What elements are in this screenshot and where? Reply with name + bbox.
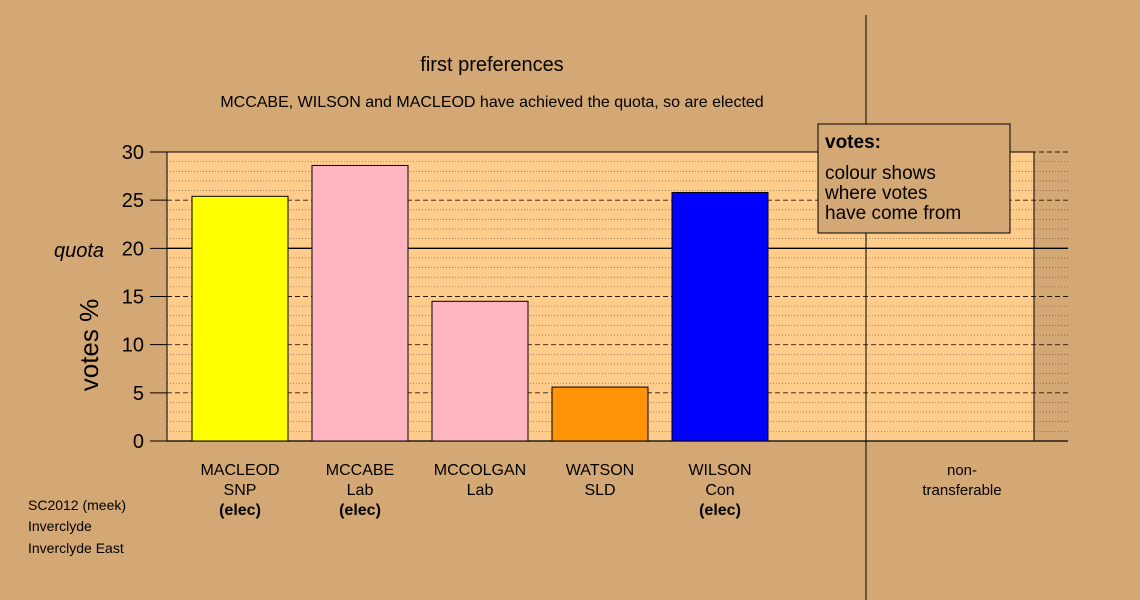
legend-box xyxy=(817,123,1011,234)
y-tick-label: 0 xyxy=(133,431,144,453)
footer-council: Inverclyde xyxy=(28,518,92,534)
candidate-name: MACLEOD xyxy=(200,462,279,479)
bars xyxy=(191,164,769,442)
candidate-party: SLD xyxy=(584,482,615,499)
y-tick-label: 30 xyxy=(122,142,144,164)
nontransferable-label: transferable xyxy=(922,482,1001,499)
legend-line: where votes xyxy=(824,183,927,204)
bar xyxy=(431,300,529,442)
candidate-party: Con xyxy=(705,482,734,499)
elected-label: (elec) xyxy=(219,502,261,519)
bar xyxy=(191,195,289,442)
elected-label: (elec) xyxy=(339,502,381,519)
y-axis: 0 5 10 15 20 25 30 xyxy=(122,142,167,453)
candidate-name: MCCOLGAN xyxy=(434,462,526,479)
footer-election: SC2012 (meek) xyxy=(28,497,126,513)
chart-title: first preferences xyxy=(420,54,563,76)
legend-line: colour shows xyxy=(825,163,936,184)
legend-line: have come from xyxy=(825,203,961,224)
quota-label: quota xyxy=(54,240,104,262)
candidate-name: WILSON xyxy=(688,462,751,479)
candidate-name: MCCABE xyxy=(326,462,394,479)
y-tick-label: 10 xyxy=(122,335,144,357)
footer-ward: Inverclyde East xyxy=(28,540,124,556)
legend: votes: colour shows where votes have com… xyxy=(817,123,1011,234)
bar xyxy=(551,386,649,442)
candidate-name: WATSON xyxy=(566,462,634,479)
y-tick-label: 25 xyxy=(122,190,144,212)
nontransferable-label: non- xyxy=(947,462,977,479)
bar xyxy=(671,191,769,442)
y-tick-label: 15 xyxy=(122,287,144,309)
x-axis: MACLEOD SNP (elec) MCCABE Lab (elec) MCCOLGAN L… xyxy=(200,462,751,519)
chart-subtitle: MCCABE, WILSON and MACLEOD have achieved… xyxy=(220,94,763,111)
candidate-party: Lab xyxy=(467,482,494,499)
bar xyxy=(311,164,409,442)
legend-title: votes: xyxy=(825,132,881,153)
y-tick-label: 5 xyxy=(133,383,144,405)
y-axis-label: votes % xyxy=(74,299,104,392)
candidate-party: Lab xyxy=(347,482,374,499)
elected-label: (elec) xyxy=(699,502,741,519)
candidate-party: SNP xyxy=(224,482,257,499)
y-tick-label: 20 xyxy=(122,238,144,260)
